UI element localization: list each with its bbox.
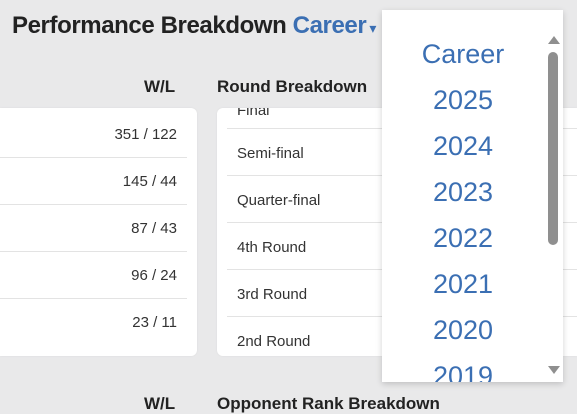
dropdown-scrollbar[interactable] — [544, 10, 563, 382]
wl-value: 23 / 11 — [132, 314, 177, 331]
dropdown-option-2021[interactable]: 2021 — [432, 269, 494, 299]
chevron-down-icon[interactable]: ▾ — [369, 20, 376, 36]
round-label: Final — [237, 108, 270, 119]
wl-column-header: W/L — [144, 77, 176, 96]
table-row: 145 / 44 — [0, 158, 187, 205]
page-title-text: Performance Breakdown — [12, 12, 287, 39]
opponent-rank-header: Opponent Rank Breakdown — [217, 394, 440, 413]
wl-value: 96 / 24 — [131, 267, 177, 284]
table-row[interactable]: 2nd Round — [227, 317, 577, 356]
round-label: 2nd Round — [237, 333, 311, 350]
wl-value: 145 / 44 — [122, 173, 177, 190]
period-dropdown[interactable]: Career 2025 2024 2023 2022 2021 2020 201… — [382, 10, 563, 382]
scroll-up-arrow-icon[interactable] — [548, 36, 560, 44]
table-row: 23 / 11 — [0, 299, 187, 346]
dropdown-option-career[interactable]: Career — [421, 39, 505, 69]
page-title: Performance Breakdown Career ▾ — [12, 12, 376, 42]
round-breakdown-header: Round Breakdown — [217, 77, 368, 96]
round-label: 3rd Round — [237, 286, 308, 303]
dropdown-option-2022[interactable]: 2022 — [432, 223, 494, 253]
table-row: 351 / 122 — [0, 111, 187, 158]
round-label: Semi-final — [237, 145, 304, 162]
period-selector[interactable]: Career — [292, 12, 367, 39]
round-label: Quarter-final — [237, 192, 321, 209]
scroll-down-arrow-icon[interactable] — [548, 366, 560, 374]
wl-card: 351 / 122 145 / 44 87 / 43 96 / 24 23 / … — [0, 108, 197, 356]
table-row: 87 / 43 — [0, 205, 187, 252]
dropdown-option-2025[interactable]: 2025 — [432, 85, 494, 115]
table-row: 96 / 24 — [0, 252, 187, 299]
wl-value: 87 / 43 — [131, 220, 177, 237]
dropdown-option-2023[interactable]: 2023 — [432, 177, 494, 207]
round-label: 4th Round — [237, 239, 307, 256]
dropdown-option-2024[interactable]: 2024 — [432, 131, 494, 161]
wl-value: 351 / 122 — [114, 126, 177, 143]
dropdown-option-2019[interactable]: 2019 — [432, 361, 494, 382]
dropdown-option-2020[interactable]: 2020 — [432, 315, 494, 345]
bottom-wl-header: W/L — [144, 394, 176, 413]
scroll-thumb[interactable] — [548, 52, 558, 245]
period-options-list[interactable]: Career 2025 2024 2023 2022 2021 2020 201… — [382, 10, 544, 382]
